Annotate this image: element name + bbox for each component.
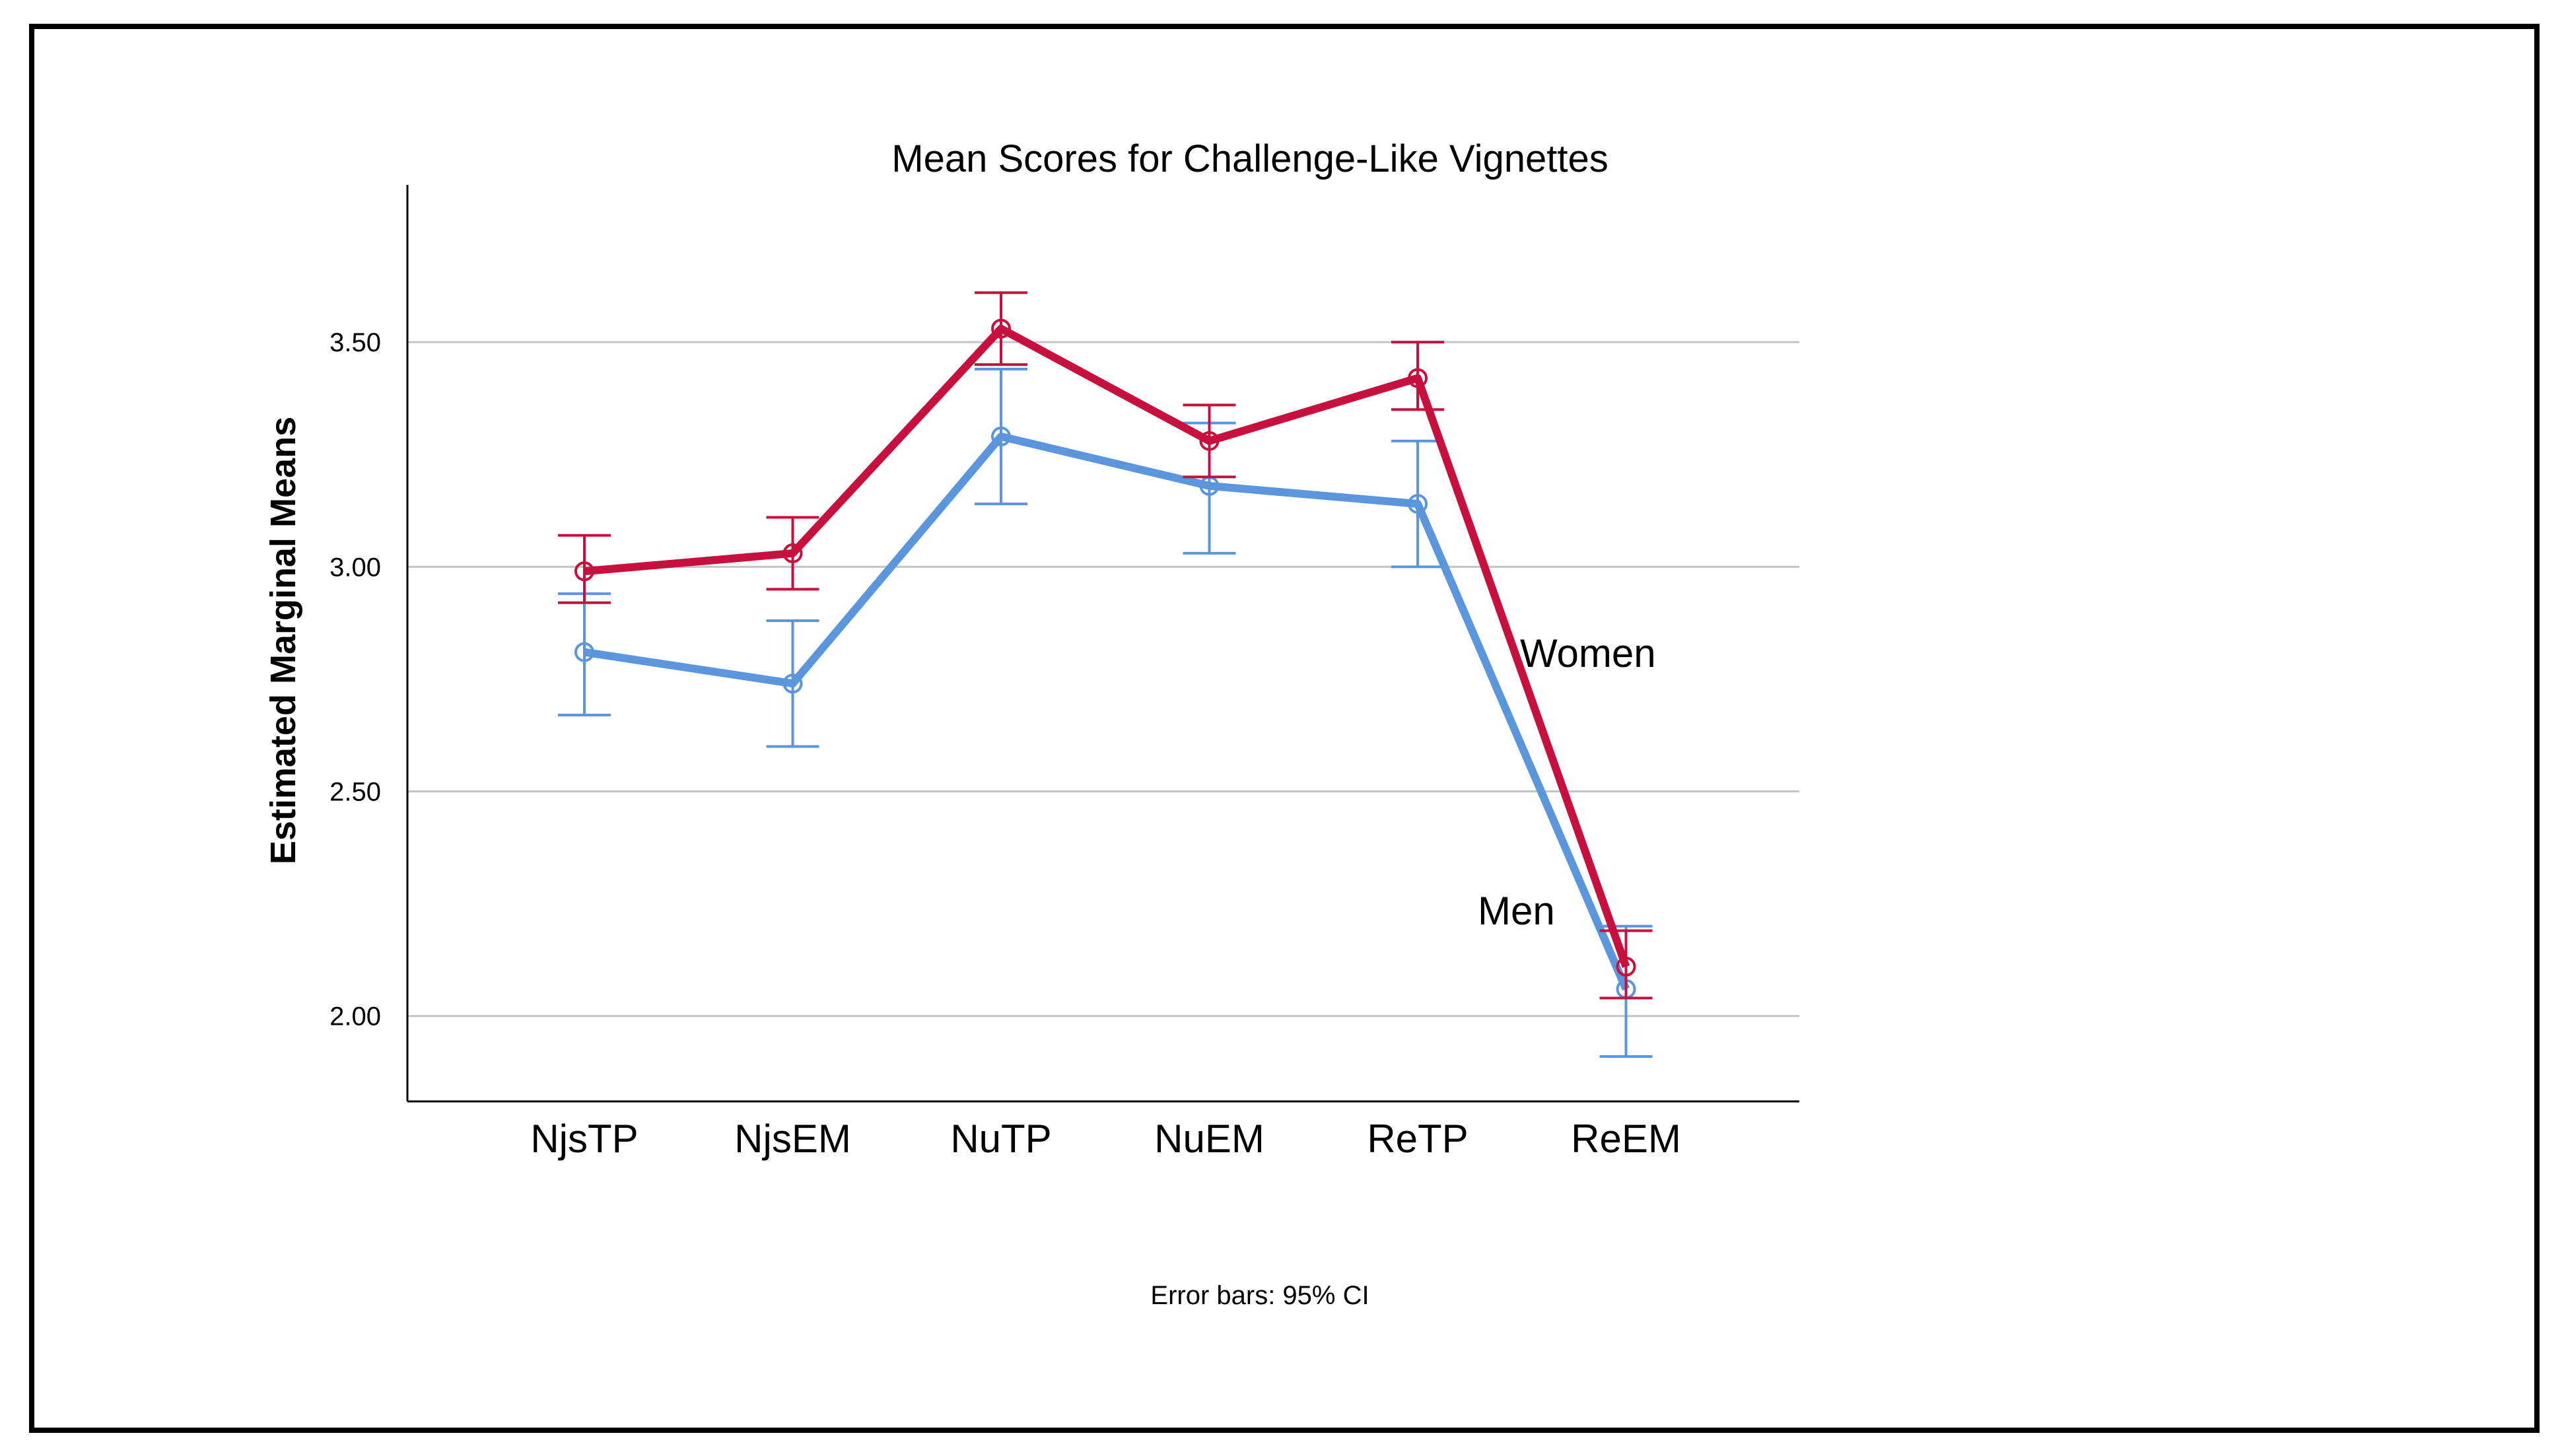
x-tick-label: ReEM [1571,1117,1681,1161]
series-layer [558,291,1653,1058]
y-axis-label: Estimated Marginal Means [263,417,303,864]
chart-title: Mean Scores for Challenge-Like Vignettes [891,137,1608,180]
series-men [558,367,1653,1058]
data-point [991,427,1011,447]
data-point [1408,368,1428,388]
series-women [558,291,1653,1000]
x-tick-label: ReTP [1367,1117,1468,1161]
men-series-label: Men [1478,889,1555,933]
series-line [584,324,1630,968]
data-point [1408,494,1428,514]
data-point [782,543,803,563]
y-tick-label: 2.00 [329,1002,381,1031]
x-category-layer: NjsTP NjsEM NuTP NuEM ReTP ReEM [530,1117,1681,1161]
y-tick-label: 3.50 [329,328,381,357]
x-tick-label: NuTP [950,1117,1051,1161]
error-bars-footnote: Error bars: 95% CI [1150,1281,1369,1310]
y-tick-layer: 2.00 2.50 3.00 3.50 [329,328,381,1031]
data-point [782,674,803,694]
data-point [574,642,594,662]
data-point [991,318,1011,339]
data-point [1199,431,1220,451]
data-point [1616,956,1636,977]
y-tick-label: 2.50 [329,778,381,807]
x-tick-label: NuEM [1154,1117,1264,1161]
series-line [584,433,1630,991]
y-tick-label: 3.00 [329,553,381,582]
x-tick-label: NjsEM [734,1117,851,1161]
chart-frame [29,24,2540,1433]
women-series-label: Women [1520,631,1656,676]
x-tick-label: NjsTP [530,1117,638,1161]
data-point [574,561,594,582]
